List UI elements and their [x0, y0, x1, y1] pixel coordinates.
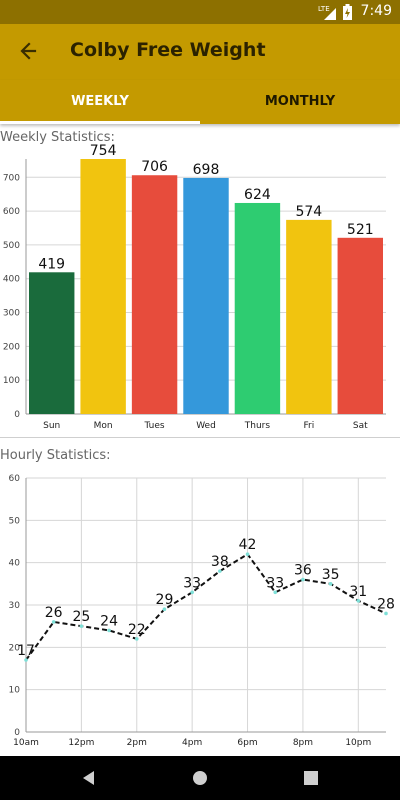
line-point: [51, 620, 56, 624]
line-ytick-label: 0: [14, 728, 20, 738]
line-value-label: 35: [322, 567, 340, 583]
line-point: [190, 590, 194, 595]
bar-wed: [183, 177, 229, 414]
line-point: [134, 637, 139, 641]
bar-category-label: Sat: [353, 421, 368, 431]
line-point: [356, 598, 361, 603]
hourly-statistics-label: Hourly Statistics:: [0, 448, 111, 463]
line-point: [328, 582, 333, 586]
line-value-label: 33: [266, 575, 284, 591]
bar-ytick-label: 700: [3, 173, 20, 183]
svg-text:LTE: LTE: [318, 5, 330, 13]
bar-fri: [286, 219, 332, 414]
tab-monthly[interactable]: MONTHLY: [264, 94, 336, 109]
line-ytick-label: 60: [9, 474, 21, 484]
bar-value-label: 754: [90, 143, 117, 159]
tab-bar: WEEKLY MONTHLY: [0, 80, 400, 124]
line-xtick-label: 10am: [13, 738, 39, 748]
line-point: [79, 624, 84, 628]
line-point: [218, 569, 222, 573]
line-value-label: 33: [183, 575, 201, 591]
app-bar: Colby Free Weight: [0, 24, 400, 80]
line-value-label: 38: [211, 554, 229, 570]
weekly-bar-chart: 0 100 200 300 400 500 600 700 419 Sun 754 Mon 706 Tu…: [3, 143, 386, 431]
bar-ytick-label: 100: [3, 376, 20, 386]
line-point: [162, 607, 167, 612]
bar-value-label: 706: [141, 159, 168, 175]
lte-signal-icon: LTE: [318, 5, 336, 20]
bar-ytick-label: 500: [3, 241, 20, 251]
bar-category-label: Mon: [94, 421, 113, 431]
bar-category-label: Sun: [43, 421, 60, 431]
weekly-statistics-label: Weekly Statistics:: [0, 130, 115, 145]
bar-category-label: Thurs: [244, 421, 271, 431]
line-value-label: 24: [100, 613, 118, 629]
line-point: [301, 577, 305, 582]
line-point: [245, 552, 250, 556]
tab-indicator: [0, 121, 200, 124]
line-value-label: 25: [72, 609, 90, 625]
bar-thurs: [234, 202, 281, 414]
bar-category-label: Tues: [144, 421, 165, 431]
line-value-label: 31: [349, 584, 367, 600]
bar-value-label: 624: [244, 187, 271, 203]
bar-ytick-label: 400: [3, 275, 20, 285]
line-value-label: 22: [128, 622, 146, 638]
line-xtick-label: 6pm: [237, 738, 257, 748]
nav-back-icon[interactable]: [81, 770, 97, 786]
navigation-bar: [0, 756, 400, 800]
bar-category-label: Fri: [303, 421, 314, 431]
status-bar: LTE 7:49: [0, 0, 400, 24]
line-point: [273, 590, 278, 595]
section-divider: [0, 437, 400, 438]
bar-value-label: 698: [193, 162, 220, 178]
bar-value-label: 419: [38, 256, 65, 272]
line-xtick-label: 10pm: [345, 738, 371, 748]
line-value-label: 28: [377, 596, 395, 612]
app-title: Colby Free Weight: [70, 39, 266, 61]
bar-tues: [131, 175, 178, 414]
line-value-label: 42: [239, 537, 257, 553]
bar-ytick-label: 200: [3, 342, 20, 352]
line-xtick-label: 8pm: [293, 738, 313, 748]
line-point: [24, 658, 28, 662]
line-value-label: 36: [294, 563, 312, 579]
line-ytick-label: 40: [9, 559, 21, 569]
line-value-label: 17: [17, 643, 35, 659]
nav-home-icon[interactable]: [192, 770, 208, 786]
line-point: [384, 611, 388, 616]
bar-ytick-label: 0: [14, 410, 20, 420]
bar-mon: [80, 159, 126, 414]
bar-ytick-label: 300: [3, 309, 20, 319]
bar-value-label: 574: [295, 204, 322, 220]
line-value-label: 26: [45, 605, 63, 621]
status-time: 7:49: [360, 3, 392, 19]
nav-recents-icon[interactable]: [304, 771, 318, 785]
hourly-line-chart: 0 10 20 30 40 50 60 10am 12pm 2pm 4pm 6pm 8pm 10pm 17…: [9, 474, 395, 748]
line-xtick-label: 4pm: [182, 738, 202, 748]
line-value-label: 29: [156, 592, 174, 608]
back-arrow-icon[interactable]: [10, 34, 46, 70]
battery-icon: [343, 4, 352, 20]
bar-sun: [29, 272, 75, 414]
bar-ytick-label: 600: [3, 207, 20, 217]
line-xtick-label: 12pm: [68, 738, 94, 748]
bar-value-label: 521: [347, 222, 374, 238]
line-ytick-label: 20: [9, 643, 21, 653]
line-xtick-label: 2pm: [127, 738, 147, 748]
line-ytick-label: 50: [9, 516, 21, 526]
bar-sat: [337, 237, 383, 414]
line-ytick-label: 10: [9, 686, 21, 696]
line-point: [107, 628, 111, 633]
bar-category-label: Wed: [196, 421, 216, 431]
tab-weekly[interactable]: WEEKLY: [71, 94, 129, 109]
line-ytick-label: 30: [9, 601, 21, 611]
